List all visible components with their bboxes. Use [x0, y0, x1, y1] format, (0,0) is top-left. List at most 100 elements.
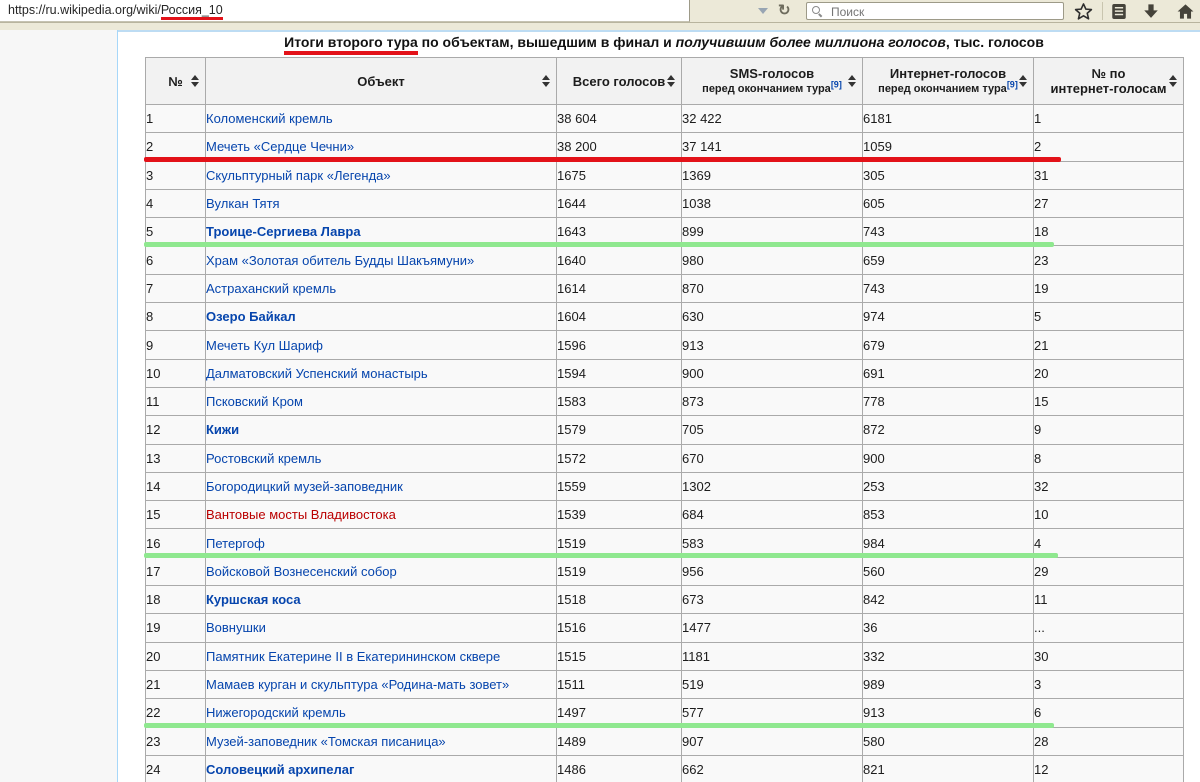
sort-icon[interactable] [1169, 75, 1178, 87]
internet-votes-cell: 36 [862, 613, 1034, 643]
sort-icon[interactable] [191, 75, 200, 87]
downloads-icon[interactable] [1142, 2, 1160, 21]
internet-rank-cell: 19 [1033, 273, 1184, 304]
internet-votes-cell: 743 [862, 273, 1034, 304]
search-input[interactable] [829, 4, 1053, 20]
total-votes-cell: 1614 [556, 273, 682, 304]
object-link[interactable]: Кижи [206, 422, 240, 438]
object-link[interactable]: Троице-Сергиева Лавра [206, 224, 361, 240]
table-header-row: № Объект Всего голосов SMS-голосов перед… [145, 57, 1184, 105]
header-num[interactable]: № [145, 57, 206, 105]
sms-votes-cell: 583 [681, 528, 863, 558]
object-link[interactable]: Мамаев курган и скульптура «Родина-мать … [206, 677, 510, 693]
internet-votes-cell: 842 [862, 585, 1034, 615]
sort-icon[interactable] [848, 75, 857, 87]
header-total-votes[interactable]: Всего голосов [556, 57, 682, 105]
url-highlight-redline: Россия_10 [160, 3, 223, 20]
table-row: 3 Скульптурный парк «Легенда» 1675 1369 … [145, 160, 1184, 190]
internet-rank-cell: 1 [1033, 103, 1184, 134]
sms-votes-cell: 705 [681, 415, 863, 445]
results-table: № Объект Всего голосов SMS-голосов перед… [145, 57, 1184, 782]
green-marker-line [144, 723, 1054, 729]
object-link[interactable]: Озеро Байкал [206, 309, 296, 325]
sms-votes-cell: 870 [681, 273, 863, 304]
bookmark-star-icon[interactable] [1074, 2, 1093, 21]
total-votes-cell: 1489 [556, 726, 682, 756]
object-link[interactable]: Астраханский кремль [206, 280, 337, 296]
table-row: 13 Ростовский кремль 1572 670 900 8 [145, 443, 1184, 473]
table-row: 24 Соловецкий архипелаг 1486 662 821 12 [145, 754, 1184, 782]
sidebar [0, 30, 118, 782]
object-link[interactable]: Храм «Золотая обитель Будды Шакъямуни» [206, 252, 475, 268]
sms-votes-cell: 907 [681, 726, 863, 756]
header-object[interactable]: Объект [205, 57, 557, 105]
internet-rank-cell: 29 [1033, 556, 1184, 587]
internet-rank-cell: 20 [1033, 358, 1184, 388]
internet-rank-cell: 23 [1033, 245, 1184, 275]
url-prefix: https://ru.wikipedia.org/wiki/ [8, 3, 161, 17]
object-cell: Куршская коса [205, 585, 557, 615]
internet-rank-cell: 10 [1033, 500, 1184, 530]
internet-votes-cell: 743 [862, 217, 1034, 247]
object-link[interactable]: Мечеть Кул Шариф [206, 337, 324, 353]
url-dropdown-icon[interactable] [758, 8, 768, 14]
home-icon[interactable] [1176, 2, 1195, 21]
object-link[interactable]: Далматовский Успенский монастырь [206, 365, 428, 381]
object-link[interactable]: Войсковой Вознесенский собор [206, 563, 397, 579]
object-link[interactable]: Соловецкий архипелаг [206, 761, 355, 777]
sms-votes-cell: 673 [681, 585, 863, 615]
table-row: 2 Мечеть «Сердце Чечни» 38 200 37 141 10… [145, 132, 1184, 162]
internet-rank-cell: ... [1033, 613, 1184, 643]
object-link[interactable]: Ростовский кремль [206, 450, 322, 466]
table-row: 11 Псковский Кром 1583 873 778 15 [145, 386, 1184, 417]
footnote-ref-link[interactable]: [9] [1006, 79, 1018, 90]
object-link[interactable]: Нижегородский кремль [206, 705, 346, 721]
object-link[interactable]: Коломенский кремль [206, 111, 333, 127]
object-link[interactable]: Вовнушки [206, 620, 266, 636]
chrome-bottom-strip [0, 22, 1200, 30]
sort-icon[interactable] [1019, 75, 1028, 87]
toolbar-separator [1102, 2, 1103, 20]
caption-middle: по объектам, вышедшим в финал и [417, 34, 676, 50]
sort-icon[interactable] [542, 75, 551, 87]
red-marker-line [144, 157, 1061, 163]
object-cell: Мечеть Кул Шариф [205, 330, 557, 360]
total-votes-cell: 1675 [556, 160, 682, 190]
header-internet-rank[interactable]: № по интернет-голосам [1033, 57, 1184, 105]
object-link[interactable]: Вантовые мосты Владивостока [206, 507, 396, 523]
object-link[interactable]: Псковский Кром [206, 394, 303, 410]
header-sms-votes[interactable]: SMS-голосов перед окончанием тура[9] [681, 57, 863, 105]
total-votes-cell: 1515 [556, 641, 682, 671]
object-link[interactable]: Памятник Екатерине II в Екатерининском с… [206, 648, 501, 664]
internet-rank-cell: 9 [1033, 415, 1184, 445]
object-link[interactable]: Мечеть «Сердце Чечни» [206, 139, 355, 155]
object-cell: Кижи [205, 415, 557, 445]
footnote-ref-link[interactable]: [9] [830, 79, 842, 90]
total-votes-cell: 1644 [556, 188, 682, 219]
bookmarks-sidebar-icon[interactable] [1110, 2, 1128, 21]
object-link[interactable]: Вулкан Тятя [206, 196, 280, 212]
object-link[interactable]: Музей-заповедник «Томская писаница» [206, 733, 446, 749]
reload-icon[interactable]: ↻ [778, 2, 791, 19]
row-number: 12 [145, 415, 206, 445]
object-link[interactable]: Петергоф [206, 535, 265, 551]
object-cell: Псковский Кром [205, 386, 557, 417]
object-link[interactable]: Скульптурный парк «Легенда» [206, 167, 391, 183]
row-number: 3 [145, 160, 206, 190]
internet-rank-cell: 2 [1033, 132, 1184, 162]
sort-icon[interactable] [667, 75, 676, 87]
row-number: 8 [145, 302, 206, 332]
search-box[interactable] [806, 2, 1064, 20]
object-link[interactable]: Куршская коса [206, 592, 301, 608]
object-cell: Астраханский кремль [205, 273, 557, 304]
object-link[interactable]: Богородицкий музей-заповедник [206, 479, 403, 494]
row-number: 10 [145, 358, 206, 388]
object-cell: Вантовые мосты Владивостока [205, 500, 557, 530]
total-votes-cell: 1640 [556, 245, 682, 275]
sms-votes-cell: 32 422 [681, 103, 863, 134]
url-bar[interactable]: https://ru.wikipedia.org/wiki/Россия_10 [0, 0, 690, 22]
caption-underlined-part: Итоги второго тура [284, 35, 418, 55]
header-internet-votes[interactable]: Интернет-голосов перед окончанием тура[9… [862, 57, 1034, 105]
sms-votes-cell: 670 [681, 443, 863, 473]
table-row: 20 Памятник Екатерине II в Екатерининско… [145, 641, 1184, 671]
